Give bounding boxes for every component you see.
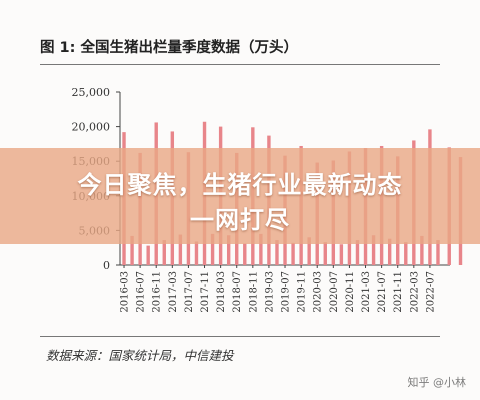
bar [339, 244, 344, 265]
data-source-note: 数据来源：国家统计局，中信建投 [46, 348, 234, 363]
bottom-rule [40, 336, 440, 337]
x-tick-label: 2022-03 [409, 271, 420, 313]
bar [146, 245, 150, 265]
bar [404, 242, 408, 265]
bar [371, 235, 376, 265]
bar [436, 240, 440, 265]
bar [355, 240, 360, 265]
x-tick-label: 2021-07 [377, 271, 388, 313]
watermark-text: 知乎 @小林 [407, 376, 467, 389]
x-tick-label: 2018-11 [248, 271, 259, 313]
x-tick-label: 2020-03 [313, 271, 324, 313]
bar [323, 242, 327, 265]
bar [210, 233, 215, 265]
x-tick-label: 2016-03 [120, 271, 131, 313]
x-tick-label: 2018-03 [216, 271, 227, 313]
bar [275, 240, 279, 265]
figure-title: 图 1: 全国生猪出栏量季度数据（万头） [40, 40, 298, 56]
bar [162, 240, 166, 265]
x-tick-label: 2021-11 [393, 271, 404, 313]
bar [226, 235, 231, 265]
bar [243, 243, 247, 265]
bar [291, 242, 295, 265]
x-tick-label: 2020-11 [345, 271, 356, 313]
bar [307, 237, 311, 265]
top-rule [40, 64, 440, 65]
bar [259, 233, 263, 265]
bar [420, 235, 424, 265]
x-tick-label: 2022-07 [425, 271, 436, 313]
headline-overlay [0, 148, 480, 244]
x-tick-label: 2019-11 [297, 271, 308, 313]
x-tick-label: 2016-07 [136, 271, 147, 313]
x-tick-label: 2016-11 [152, 271, 163, 313]
x-tick-label: 2019-03 [264, 271, 275, 313]
x-tick-label: 2017-07 [184, 271, 195, 313]
y-tick-label: 25,000 [72, 86, 111, 99]
x-tick-label: 2017-11 [200, 271, 211, 313]
bar [194, 241, 199, 265]
x-tick-label: 2020-07 [329, 271, 340, 313]
x-tick-label: 2019-07 [281, 271, 292, 313]
x-tick-label: 2021-03 [361, 271, 372, 313]
bar [130, 235, 134, 265]
headline-line-1: 今日聚焦，生猪行业最新动态 [77, 171, 403, 199]
headline-line-2: 一网打尽 [190, 206, 290, 234]
y-tick-label: 0 [103, 259, 110, 272]
x-tick-label: 2018-07 [232, 271, 243, 313]
bar [178, 234, 183, 265]
bar [387, 238, 392, 265]
x-tick-label: 2017-03 [168, 271, 179, 313]
y-tick-label: 20,000 [72, 121, 111, 134]
